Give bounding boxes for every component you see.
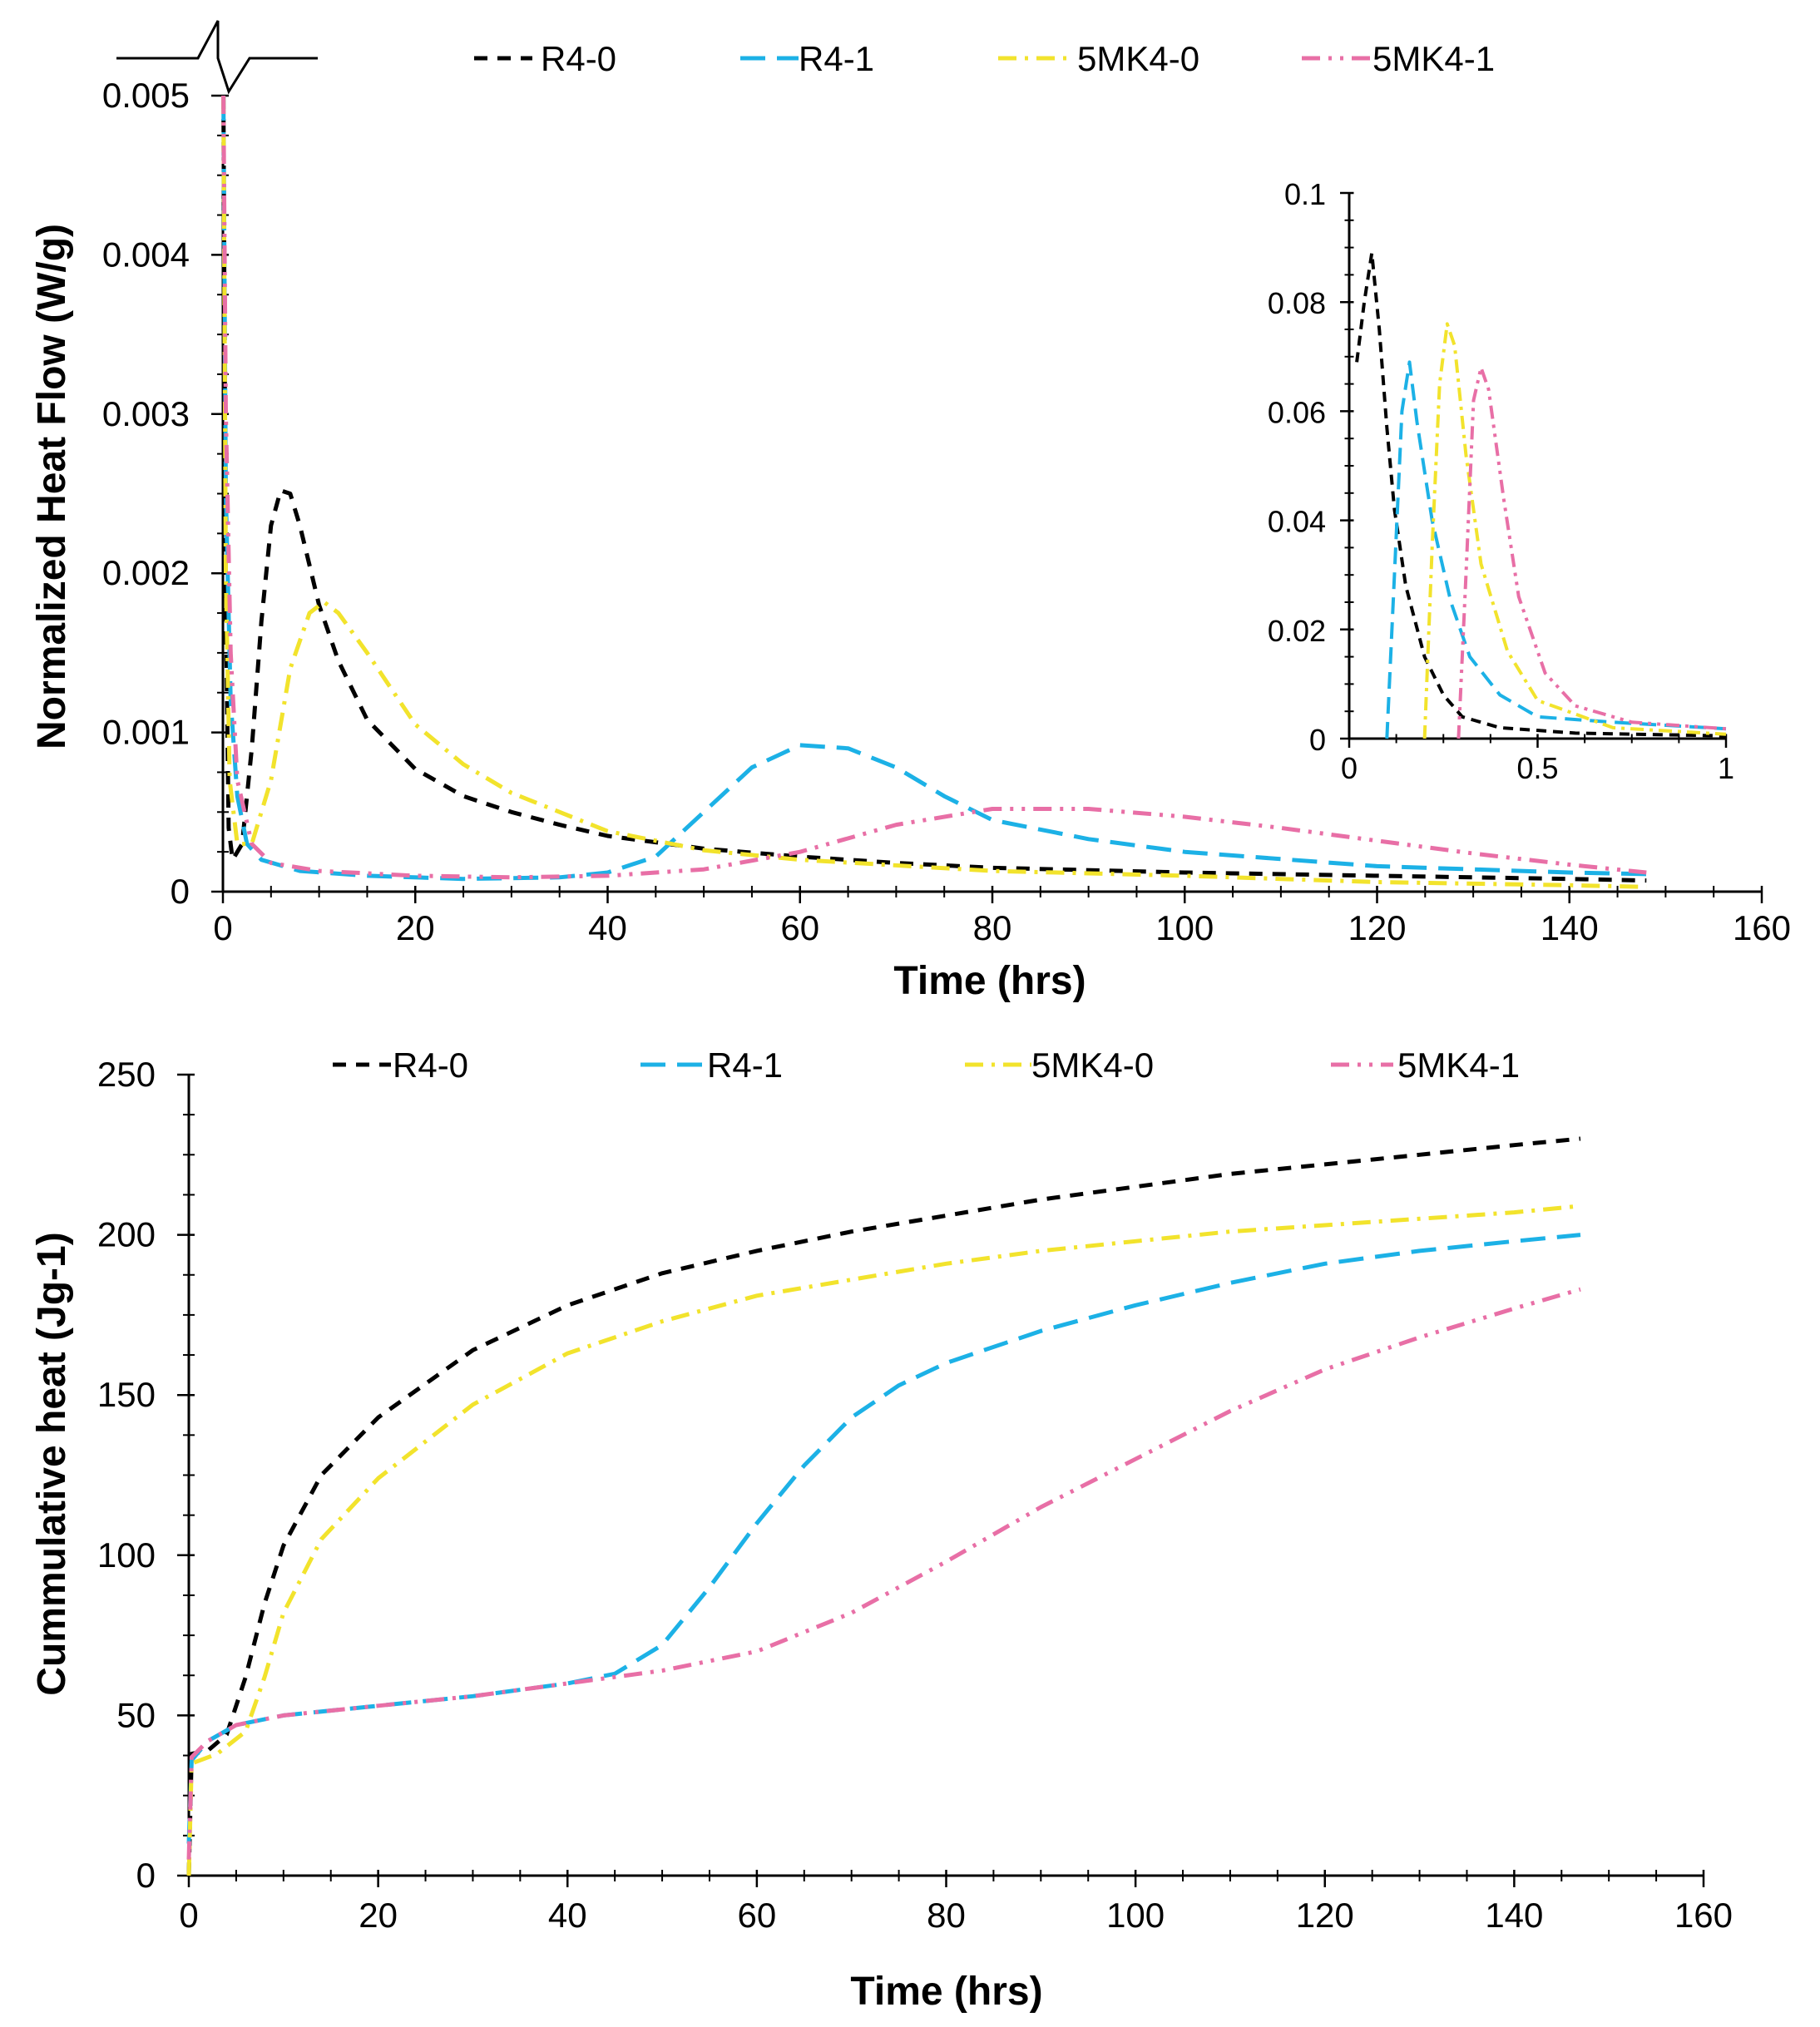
series-line-5mk4-1 [221,95,1647,880]
legend-item-5mk4-0: 5MK4-0 [998,39,1199,78]
x-tick-label: 120 [1296,1896,1354,1935]
heat-flow-chart: R4-0 R4-1 5MK4-0 5MK4-1 0 20 40 60 80 100 120 1… [30,20,1791,1003]
x-axis-title: Time (hrs) [850,1970,1042,2014]
legend-item-r4-1: R4-1 [640,1046,783,1085]
x-tick-label: 1 [1718,751,1734,785]
series-group [186,1136,1581,1876]
axes: 0 20 40 60 80 100 120 140 160 0 50 100 150 200 250 [97,1055,1733,1935]
x-tick-label: 120 [1348,908,1406,947]
x-tick-label: 100 [1106,1896,1165,1935]
axis-break-mark [116,20,318,95]
x-tick-label: 80 [927,1896,966,1935]
y-tick-label: 0.003 [102,394,190,433]
y-tick-label: 0 [136,1856,156,1895]
inset-chart: 0 0.5 1 0 0.02 0.04 0.06 0.08 0.1 [1268,177,1734,785]
x-tick-label: 60 [738,1896,777,1935]
series-group [1355,251,1727,739]
legend-item-r4-1: R4-1 [740,39,874,78]
y-tick-label: 0 [171,872,190,911]
legend-label: 5MK4-1 [1397,1046,1520,1085]
series-line-5mk4-0 [186,1204,1581,1876]
x-tick-label: 100 [1155,908,1214,947]
y-tick-label: 0.002 [102,553,190,592]
y-tick-label: 0.001 [102,713,190,752]
y-tick-label: 0.005 [102,76,190,115]
x-tick-label: 60 [780,908,819,947]
series-line-5mk4-1 [186,1287,1581,1860]
x-tick-label: 0.5 [1516,751,1558,785]
x-tick-label: 160 [1674,1896,1733,1935]
y-tick-label: 250 [97,1055,156,1094]
x-tick-label: 40 [548,1896,587,1935]
y-tick-label: 200 [97,1215,156,1254]
x-tick-label: 20 [359,1896,398,1935]
legend-label: R4-1 [799,39,874,78]
y-tick-label: 150 [97,1375,156,1414]
y-tick-label: 0.004 [102,235,190,274]
legend-top: R4-0 R4-1 5MK4-0 5MK4-1 [474,39,1495,78]
series-line-r4-0 [186,1136,1581,1876]
y-tick-label: 0 [1309,723,1326,757]
legend-bottom: R4-0 R4-1 5MK4-0 5MK4-1 [333,1046,1520,1085]
legend-label: 5MK4-0 [1031,1046,1154,1085]
x-axis-title: Time (hrs) [893,959,1086,1003]
y-tick-label: 0.1 [1284,177,1326,211]
legend-item-r4-0: R4-0 [474,39,616,78]
x-tick-label: 20 [396,908,435,947]
y-tick-label: 0.04 [1268,505,1326,539]
x-tick-label: 40 [588,908,627,947]
y-tick-label: 0.08 [1268,286,1326,320]
x-tick-label: 140 [1541,908,1599,947]
legend-label: R4-1 [707,1046,783,1085]
series-line-5mk4-1 [1456,365,1727,739]
axes: 0 0.5 1 0 0.02 0.04 0.06 0.08 0.1 [1268,177,1734,785]
legend-label: 5MK4-1 [1372,39,1495,78]
legend-item-5mk4-0: 5MK4-0 [965,1046,1154,1085]
axes: 0 20 40 60 80 100 120 140 16000.0010.0020.0030.0… [102,76,1791,947]
legend-item-5mk4-1: 5MK4-1 [1331,1046,1520,1085]
series-line-5mk4-0 [221,95,1647,889]
x-tick-label: 80 [973,908,1012,947]
y-tick-label: 100 [97,1535,156,1575]
y-tick-label: 0.02 [1268,614,1326,648]
legend-item-5mk4-1: 5MK4-1 [1302,39,1495,78]
x-tick-label: 140 [1485,1896,1543,1935]
series-line-r4-1 [221,95,1647,882]
x-tick-label: 160 [1733,908,1791,947]
y-tick-label: 0.06 [1268,395,1326,429]
x-tick-label: 0 [213,908,232,947]
y-axis-title: Normalized Heat Flow (W/g) [30,224,74,749]
series-group [221,95,1647,889]
series-line-r4-0 [221,95,1647,883]
legend-label: R4-0 [541,39,616,78]
x-tick-label: 0 [179,1896,198,1935]
cumulative-heat-chart: R4-0 R4-1 5MK4-0 5MK4-1 0 20 40 60 80 100 120 1… [30,1046,1733,2014]
series-line-r4-1 [186,1233,1581,1844]
legend-item-r4-0: R4-0 [333,1046,468,1085]
y-tick-label: 50 [116,1695,156,1734]
legend-label: R4-0 [393,1046,468,1085]
x-tick-label: 0 [1341,751,1358,785]
y-axis-title: Cummulative heat (Jg-1) [30,1232,74,1695]
series-line-r4-1 [1385,360,1727,739]
series-line-5mk4-0 [1422,322,1727,739]
legend-label: 5MK4-0 [1077,39,1199,78]
